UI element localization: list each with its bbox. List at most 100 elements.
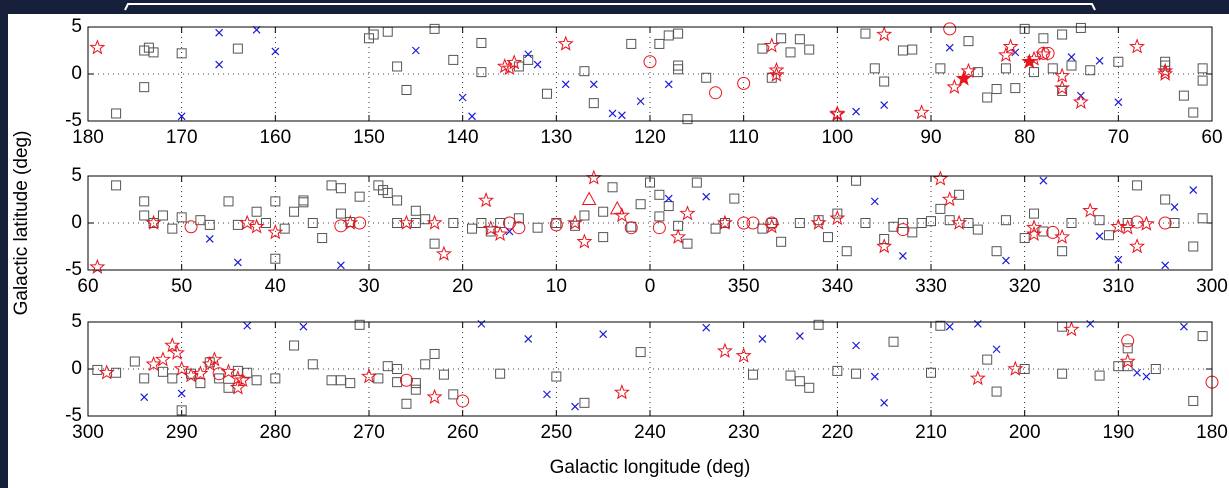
source-square bbox=[1178, 90, 1189, 101]
source-cross bbox=[1189, 186, 1198, 195]
source-square bbox=[373, 373, 384, 384]
source-square bbox=[1038, 226, 1049, 237]
x-tick-label: 320 bbox=[1009, 276, 1041, 297]
x-tick-label: 300 bbox=[72, 422, 104, 443]
source-cross bbox=[870, 197, 879, 206]
source-square bbox=[223, 382, 234, 393]
source-circle bbox=[1046, 225, 1060, 239]
source-star bbox=[98, 364, 115, 380]
x-tick-label: 280 bbox=[259, 422, 291, 443]
source-filled-star bbox=[955, 70, 972, 86]
source-cross bbox=[599, 330, 608, 339]
source-square bbox=[879, 76, 890, 87]
source-square bbox=[832, 208, 843, 219]
source-square bbox=[1057, 246, 1068, 257]
source-square bbox=[785, 47, 796, 58]
source-square bbox=[176, 212, 187, 223]
source-cross bbox=[852, 341, 860, 350]
source-square bbox=[392, 218, 403, 228]
source-square bbox=[448, 389, 459, 400]
x-tick-label: 200 bbox=[1009, 422, 1041, 443]
source-square bbox=[954, 189, 965, 200]
source-square bbox=[963, 36, 974, 47]
x-tick-label: 260 bbox=[447, 422, 479, 443]
source-cross bbox=[870, 372, 879, 381]
source-star bbox=[492, 225, 509, 242]
source-cross bbox=[1039, 176, 1048, 185]
source-filled-star bbox=[1021, 53, 1038, 69]
source-circle bbox=[709, 86, 723, 100]
source-square bbox=[251, 206, 262, 217]
source-square bbox=[392, 61, 403, 72]
source-cross bbox=[299, 322, 308, 331]
source-square bbox=[223, 196, 234, 207]
source-star bbox=[735, 347, 752, 363]
source-square bbox=[317, 233, 328, 244]
source-square bbox=[691, 177, 702, 188]
source-star bbox=[1157, 62, 1174, 78]
source-square bbox=[1019, 23, 1030, 34]
x-tick-label: 10 bbox=[546, 276, 567, 297]
source-square bbox=[626, 38, 637, 49]
source-square bbox=[513, 213, 524, 224]
x-tick-label: 30 bbox=[358, 276, 379, 297]
source-square bbox=[157, 210, 168, 221]
source-cross bbox=[664, 80, 673, 89]
source-square bbox=[1132, 180, 1143, 191]
x-tick-label: 290 bbox=[166, 422, 198, 443]
source-square bbox=[392, 377, 403, 388]
source-star bbox=[234, 371, 251, 388]
source-square bbox=[1150, 364, 1161, 374]
source-square bbox=[1010, 83, 1021, 94]
x-tick-label: 50 bbox=[171, 276, 192, 297]
x-tick-label: 100 bbox=[821, 127, 853, 148]
x-tick-label: 120 bbox=[634, 127, 666, 148]
source-square bbox=[270, 196, 281, 207]
source-circle bbox=[737, 76, 751, 90]
source-square bbox=[129, 356, 140, 367]
source-square bbox=[991, 386, 1002, 397]
source-star bbox=[1054, 67, 1071, 83]
source-star bbox=[670, 228, 687, 244]
source-star bbox=[496, 58, 513, 74]
source-cross bbox=[1011, 48, 1020, 57]
x-tick-label: 80 bbox=[1014, 127, 1035, 148]
source-cross bbox=[636, 97, 645, 106]
x-tick-label: 240 bbox=[634, 422, 666, 443]
source-cross bbox=[880, 398, 889, 407]
source-square bbox=[663, 201, 674, 212]
source-square bbox=[757, 223, 768, 234]
source-square bbox=[710, 223, 721, 234]
source-star bbox=[557, 35, 574, 51]
source-square bbox=[813, 319, 824, 330]
source-square bbox=[682, 238, 693, 249]
source-cross bbox=[1114, 98, 1123, 107]
x-tick-label: 160 bbox=[259, 127, 291, 148]
source-star bbox=[932, 170, 949, 186]
source-star bbox=[426, 214, 443, 230]
source-square bbox=[111, 367, 122, 378]
source-square bbox=[167, 373, 178, 384]
source-square bbox=[429, 348, 440, 359]
source-star bbox=[360, 368, 378, 384]
source-circle bbox=[737, 216, 751, 230]
source-square bbox=[897, 218, 908, 228]
source-star bbox=[997, 46, 1014, 63]
source-square bbox=[598, 232, 609, 243]
source-square bbox=[476, 37, 487, 48]
source-cross bbox=[1095, 232, 1104, 241]
source-star bbox=[1007, 360, 1024, 376]
source-cross bbox=[505, 227, 514, 236]
source-star bbox=[829, 209, 846, 226]
source-cross bbox=[1067, 53, 1076, 62]
source-circle bbox=[212, 367, 226, 381]
source-square bbox=[270, 253, 281, 264]
source-square bbox=[1169, 218, 1180, 228]
x-tick-label: 110 bbox=[729, 127, 759, 148]
source-square bbox=[935, 203, 946, 214]
source-square bbox=[654, 211, 665, 222]
x-tick-label: 230 bbox=[728, 422, 760, 443]
source-cross bbox=[215, 60, 224, 69]
x-tick-label: 0 bbox=[645, 276, 656, 297]
source-cross bbox=[898, 251, 907, 260]
